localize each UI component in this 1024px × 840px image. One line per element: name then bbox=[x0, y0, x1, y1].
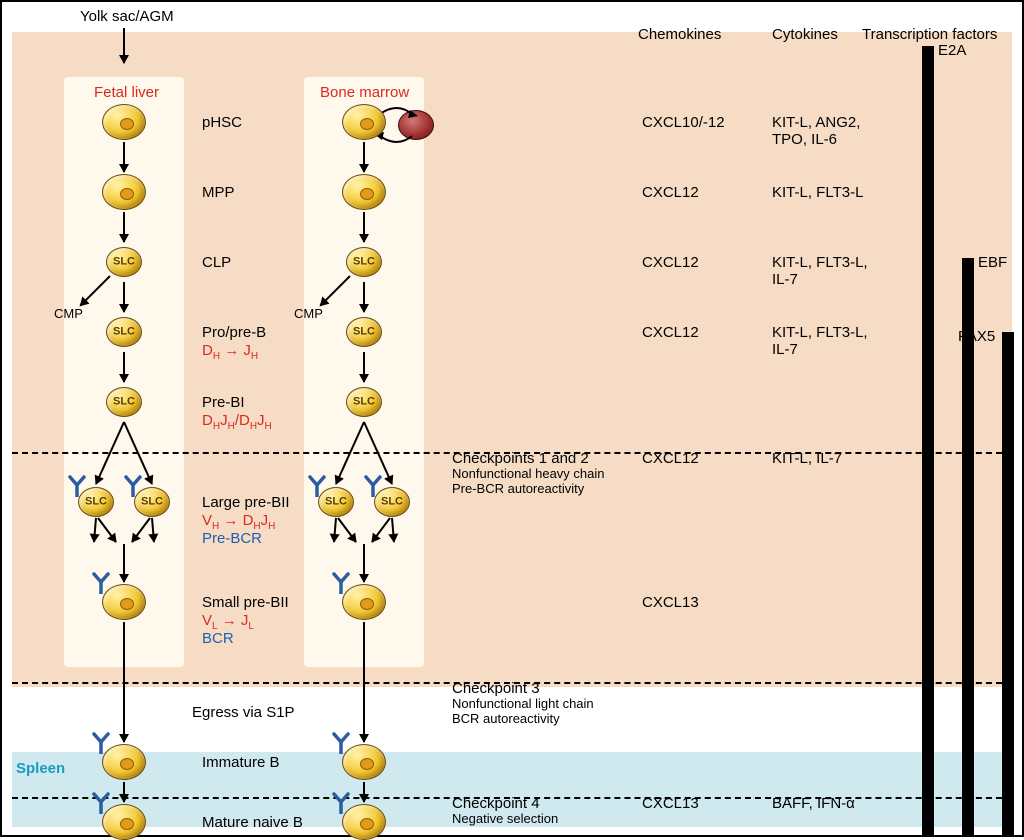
cell bbox=[102, 174, 146, 210]
receptor-icon bbox=[332, 732, 350, 754]
chemo-propreb: CXCL12 bbox=[642, 324, 699, 341]
checkpoint-line-1-1: BCR autoreactivity bbox=[452, 711, 560, 726]
checkpoint-line-1-0: Nonfunctional light chain bbox=[452, 696, 594, 711]
cmp-label: CMP bbox=[294, 306, 323, 321]
receptor-icon bbox=[68, 475, 86, 497]
stage-label-matureb: Mature naive B bbox=[202, 814, 303, 831]
label-fetal-liver: Fetal liver bbox=[94, 84, 159, 101]
checkpoint-chemo-0: CXCL12 bbox=[642, 450, 699, 467]
chemo-clp: CXCL12 bbox=[642, 254, 699, 271]
receptor-icon bbox=[332, 572, 350, 594]
header-chemokines: Chemokines bbox=[638, 26, 721, 43]
cell: SLC bbox=[106, 317, 142, 347]
cell: SLC bbox=[346, 247, 382, 277]
stage-label-propreb: Pro/pre-B bbox=[202, 324, 266, 341]
arrow-down bbox=[363, 352, 365, 382]
arrow-down bbox=[123, 352, 125, 382]
stage-red-prebi: DHJH/DHJH bbox=[202, 412, 272, 432]
arrow-down bbox=[123, 544, 125, 582]
arrow-down bbox=[123, 142, 125, 172]
checkpoint-line-0-0: Nonfunctional heavy chain bbox=[452, 466, 605, 481]
receptor-icon bbox=[308, 475, 326, 497]
stage-red-largeprebii: VH → DHJH bbox=[202, 512, 275, 532]
tf-label-e2a: E2A bbox=[938, 42, 966, 59]
receptor-icon bbox=[332, 792, 350, 814]
arrow-down bbox=[363, 782, 365, 802]
receptor-icon bbox=[92, 792, 110, 814]
arrow-down bbox=[123, 282, 125, 312]
stage-label-immatureb: Immature B bbox=[202, 754, 280, 771]
checkpoint-cyto-2: BAFF, IFN-α bbox=[772, 795, 855, 812]
cell: SLC bbox=[346, 387, 382, 417]
label-egress: Egress via S1P bbox=[192, 704, 295, 721]
cyto-propreb: KIT-L, FLT3-L, IL-7 bbox=[772, 324, 868, 358]
cyto-phsc: KIT-L, ANG2, TPO, IL-6 bbox=[772, 114, 860, 148]
stage-label-largeprebii: Large pre-BII bbox=[202, 494, 290, 511]
label-bone-marrow: Bone marrow bbox=[320, 84, 409, 101]
stage-label-clp: CLP bbox=[202, 254, 231, 271]
tf-bar-pax5 bbox=[1002, 332, 1014, 835]
cyto-mpp: KIT-L, FLT3-L bbox=[772, 184, 863, 201]
cmp-label: CMP bbox=[54, 306, 83, 321]
checkpoint-cyto-0: KIT-L, IL-7 bbox=[772, 450, 842, 467]
stage-blue-smallprebii: BCR bbox=[202, 630, 234, 647]
stage-red-smallprebii: VL → JL bbox=[202, 612, 254, 632]
cell: SLC bbox=[106, 387, 142, 417]
arrow-down bbox=[363, 544, 365, 582]
arrow-down bbox=[123, 782, 125, 802]
stage-label-mpp: MPP bbox=[202, 184, 235, 201]
tf-label-ebf: EBF bbox=[978, 254, 1007, 271]
checkpoint-line-2-0: Negative selection bbox=[452, 811, 558, 826]
cell: SLC bbox=[106, 247, 142, 277]
arrow-down bbox=[123, 212, 125, 242]
stage-blue-largeprebii: Pre-BCR bbox=[202, 530, 262, 547]
cell bbox=[342, 104, 386, 140]
receptor-icon bbox=[92, 732, 110, 754]
cell bbox=[102, 104, 146, 140]
checkpoint-title-0: Checkpoints 1 and 2 bbox=[452, 450, 589, 467]
chemo-phsc: CXCL10/-12 bbox=[642, 114, 725, 131]
cyto-clp: KIT-L, FLT3-L, IL-7 bbox=[772, 254, 868, 288]
label-spleen: Spleen bbox=[16, 760, 65, 777]
chemo-mpp: CXCL12 bbox=[642, 184, 699, 201]
header-transcription-factors: Transcription factors bbox=[862, 26, 997, 43]
arrow-down bbox=[363, 282, 365, 312]
stage-label-prebi: Pre-BI bbox=[202, 394, 245, 411]
checkpoint-line-0-1: Pre-BCR autoreactivity bbox=[452, 481, 584, 496]
chemo-smallprebii: CXCL13 bbox=[642, 594, 699, 611]
stage-red-propreb: DH → JH bbox=[202, 342, 258, 362]
arrow-down bbox=[123, 622, 125, 742]
stage-label-phsc: pHSC bbox=[202, 114, 242, 131]
cell bbox=[342, 174, 386, 210]
receptor-icon bbox=[364, 475, 382, 497]
arrow-down bbox=[363, 212, 365, 242]
receptor-icon bbox=[124, 475, 142, 497]
tf-bar-e2a bbox=[922, 46, 934, 835]
arrow-down bbox=[363, 622, 365, 742]
arrow-yolk-to-fetal bbox=[123, 28, 125, 63]
checkpoint-title-2: Checkpoint 4 bbox=[452, 795, 540, 812]
arrow-down bbox=[363, 142, 365, 172]
tf-label-pax5: PAX5 bbox=[958, 328, 995, 345]
receptor-icon bbox=[92, 572, 110, 594]
header-cytokines: Cytokines bbox=[772, 26, 838, 43]
checkpoint-title-1: Checkpoint 3 bbox=[452, 680, 540, 697]
cell: SLC bbox=[346, 317, 382, 347]
stage-label-smallprebii: Small pre-BII bbox=[202, 594, 289, 611]
label-yolk-sac: Yolk sac/AGM bbox=[80, 8, 174, 25]
checkpoint-chemo-2: CXCL13 bbox=[642, 795, 699, 812]
